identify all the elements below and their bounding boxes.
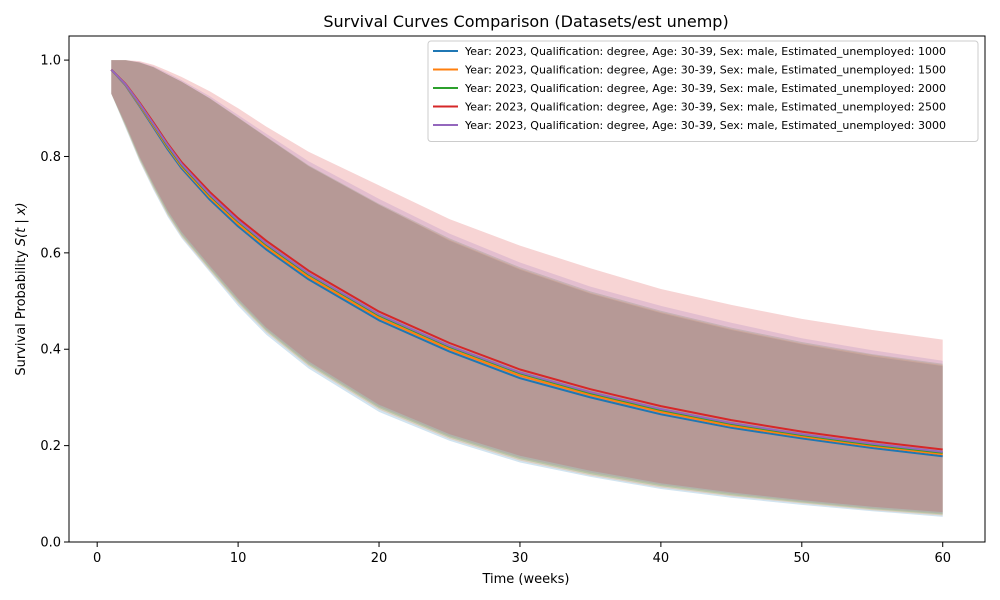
y-tick-label: 0.6 [40,246,61,261]
legend-label-4: Year: 2023, Qualification: degree, Age: … [464,101,946,114]
x-tick-label: 50 [794,551,811,566]
series-line-5 [110,69,943,453]
x-tick-label: 20 [371,551,388,566]
series-lines [110,68,943,458]
confidence-band-1 [111,60,943,517]
confidence-band-2 [111,60,943,516]
x-tick-label: 0 [93,551,101,566]
legend-label-2: Year: 2023, Qualification: degree, Age: … [464,64,946,77]
x-tick-label: 60 [934,551,951,566]
y-axis-label-math: S(t | x) [14,202,29,246]
y-tick-label: 0.4 [40,343,61,358]
confidence-band-3 [111,60,943,515]
x-tick-label: 10 [230,551,247,566]
confidence-bands [111,60,943,517]
x-axis-label: Time (weeks) [481,572,569,587]
confidence-band-5 [111,60,943,514]
y-axis-label: Survival Probability S(t | x) [14,202,29,375]
legend-frame [427,40,979,142]
y-tick-label: 0.8 [40,150,61,165]
plot-frame [68,35,986,543]
y-axis-label-prefix: Survival Probability [14,246,29,375]
y-tick-label: 1.0 [40,54,61,69]
x-tick-label: 30 [512,551,529,566]
legend: Year: 2023, Qualification: degree, Age: … [427,40,979,142]
confidence-band-4 [111,60,943,513]
legend-label-5: Year: 2023, Qualification: degree, Age: … [464,119,946,132]
x-axis: 0 10 20 30 40 50 60 [93,542,951,566]
chart-title: Survival Curves Comparison (Datasets/est… [323,12,728,31]
legend-label-3: Year: 2023, Qualification: degree, Age: … [464,82,946,95]
legend-label-1: Year: 2023, Qualification: degree, Age: … [464,45,946,58]
y-tick-label: 0.2 [40,439,61,454]
y-axis: 0.0 0.2 0.4 0.6 0.8 1.0 [40,54,69,551]
y-tick-label: 0.0 [40,536,61,551]
x-tick-label: 40 [653,551,670,566]
